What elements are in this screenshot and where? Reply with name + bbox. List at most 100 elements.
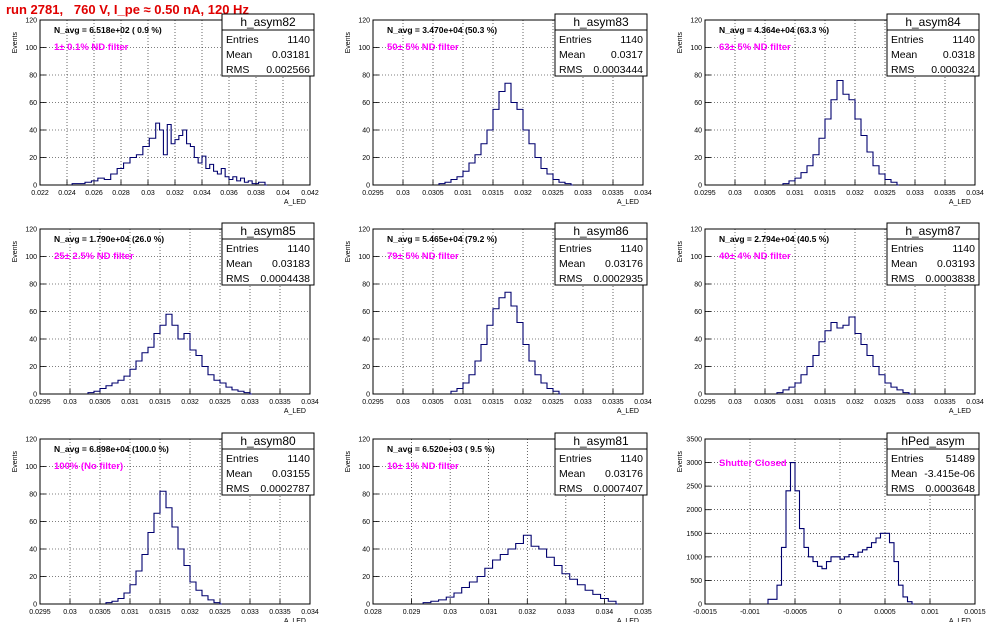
x-tick-label: 0.036 [220,190,238,197]
x-tick-label: 0.034 [301,609,319,616]
stats-label-mean: Mean [226,49,252,61]
y-tick-label: 120 [358,227,370,234]
stats-label-rms: RMS [226,273,249,285]
x-tick-label: 0.033 [574,190,592,197]
histogram-name: h_asym83 [573,15,629,29]
stats-value-mean: -3.415e-06 [924,468,975,480]
stats-label-entries: Entries [226,243,259,255]
stats-label-rms: RMS [559,483,582,495]
x-tick-label: 0.0315 [482,399,504,406]
navg-annotation: N_avg = 6.520e+03 ( 9.5 %) [387,444,495,454]
y-axis-label: Events [677,241,684,263]
histogram-name: h_asym84 [905,15,961,29]
stats-box [554,13,648,77]
y-tick-label: 120 [690,18,702,25]
x-tick-label: 0.0335 [269,609,291,616]
y-tick-label: 40 [29,128,37,135]
stats-box [554,222,648,286]
x-tick-label: -0.0005 [783,609,807,616]
x-tick-label: 0.032 [514,399,532,406]
x-axis-label: A_LED [284,618,306,622]
navg-annotation: N_avg = 2.794e+04 (40.5 %) [719,234,829,244]
stats-value-entries: 1140 [952,34,975,46]
y-tick-label: 40 [29,337,37,344]
stats-label-entries: Entries [226,34,259,46]
histogram-name: h_asym82 [240,15,296,29]
stats-value-entries: 1140 [952,243,975,255]
stats-value-mean: 0.03183 [272,258,310,270]
x-tick-label: 0.034 [966,190,984,197]
x-axis-label: A_LED [949,618,971,622]
histogram-panel-h_asym80: 0.0295 0.03 0.0305 0.031 0.0315 0.032 0.0325 0.… [12,432,319,622]
x-tick-label: 0.0325 [209,609,231,616]
histogram-panel-h_asym86: 0.0295 0.03 0.0305 0.031 0.0315 0.032 0.0325 0.… [345,222,652,415]
histogram-series [71,122,267,186]
x-tick-label: 0.038 [247,190,265,197]
stats-label-entries: Entries [891,34,924,46]
navg-annotation: N_avg = 3.470e+04 (50.3 %) [387,25,497,35]
histogram-series [450,291,561,395]
stats-label-mean: Mean [559,49,585,61]
filter-annotation: 63± 5% ND filter [719,42,791,53]
stats-label-entries: Entries [226,453,259,465]
x-tick-label: 0.031 [121,609,139,616]
x-tick-label: 0 [838,609,842,616]
x-tick-label: 0.0015 [964,609,986,616]
x-tick-label: 0.0305 [89,399,111,406]
histogram-name: h_asym80 [240,434,296,448]
y-tick-label: 0 [366,183,370,190]
y-tick-label: 100 [358,254,370,261]
x-tick-label: 0.033 [241,399,259,406]
x-tick-label: 0.033 [906,399,924,406]
y-tick-label: 20 [694,155,702,162]
histogram-name: h_asym86 [573,224,629,238]
histogram-panel-h_asym84: 0.0295 0.03 0.0305 0.031 0.0315 0.032 0.0325 0.… [677,13,984,206]
stats-box [221,432,315,496]
x-tick-label: 0.0335 [934,399,956,406]
stats-value-mean: 0.03176 [605,468,643,480]
y-tick-label: 40 [362,337,370,344]
stats-label-rms: RMS [559,64,582,76]
x-tick-label: 0.0005 [874,609,896,616]
y-tick-label: 80 [362,492,370,499]
stats-label-mean: Mean [226,258,252,270]
y-axis-label: Events [345,241,352,263]
x-tick-label: 0.028 [364,609,382,616]
x-tick-label: 0.031 [480,609,498,616]
y-tick-label: 80 [29,282,37,289]
x-tick-label: 0.0305 [89,609,111,616]
x-tick-label: 0.03 [141,190,155,197]
x-tick-label: 0.0315 [814,190,836,197]
x-axis-label: A_LED [284,408,306,415]
histogram-series [438,82,573,186]
x-tick-label: 0.03 [63,609,77,616]
histogram-panel-h_asym83: 0.0295 0.03 0.0305 0.031 0.0315 0.032 0.0325 0.… [345,13,652,206]
x-axis-label: A_LED [284,199,306,206]
y-tick-label: 0 [698,392,702,399]
run-title: run 2781, 760 V, I_pe ≈ 0.50 nA, 120 Hz [6,2,249,17]
x-tick-label: 0.0335 [269,399,291,406]
y-tick-label: 0 [366,602,370,609]
x-tick-label: 0.032 [514,190,532,197]
y-axis-label: Events [345,32,352,54]
y-tick-label: 100 [25,254,37,261]
stats-value-entries: 1140 [287,34,310,46]
x-tick-label: 0.034 [966,399,984,406]
stats-value-entries: 51489 [946,453,975,465]
y-tick-label: 2000 [686,507,702,514]
y-tick-label: 40 [362,547,370,554]
x-tick-label: 0.033 [241,609,259,616]
stats-value-entries: 1140 [620,243,643,255]
x-tick-label: 0.0335 [934,190,956,197]
y-tick-label: 20 [694,364,702,371]
y-tick-label: 0 [33,183,37,190]
y-tick-label: 1500 [686,531,702,538]
x-tick-label: 0.031 [454,190,472,197]
x-axis-label: A_LED [617,199,639,206]
y-tick-label: 100 [358,45,370,52]
stats-label-rms: RMS [891,273,914,285]
x-tick-label: 0.026 [85,190,103,197]
histogram-series [767,462,914,605]
stats-box [886,13,980,77]
y-tick-label: 20 [362,364,370,371]
